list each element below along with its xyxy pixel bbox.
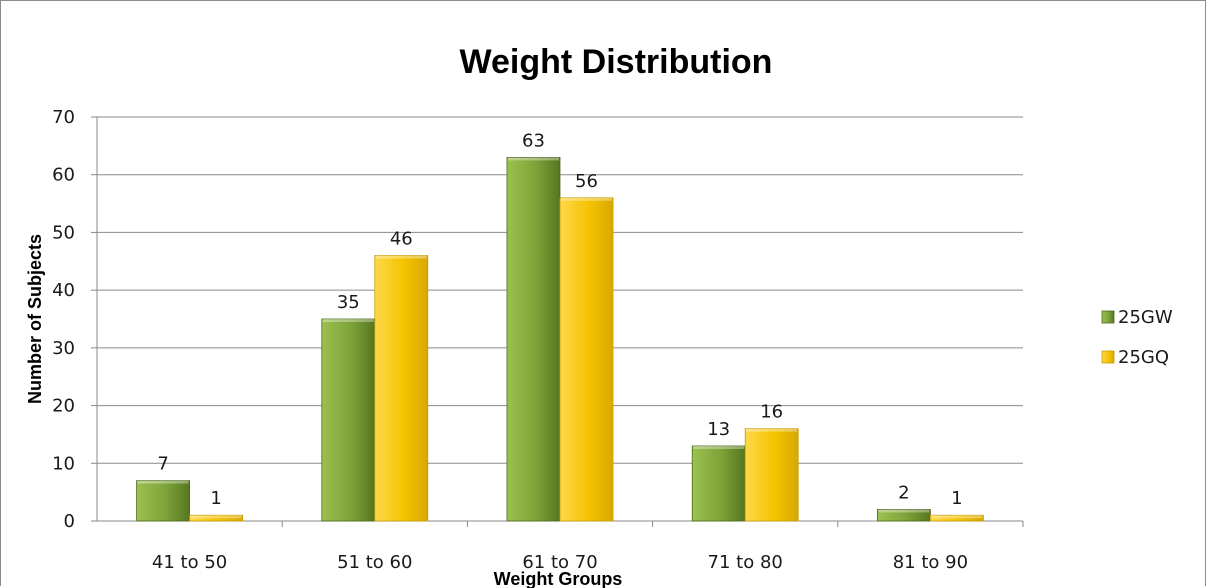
bar-body bbox=[321, 318, 376, 522]
bar-body bbox=[691, 445, 746, 522]
y-tick-label: 20 bbox=[52, 396, 75, 417]
data-label: 35 bbox=[337, 292, 360, 313]
bar-body bbox=[189, 514, 244, 522]
bar-highlight bbox=[931, 515, 983, 519]
bar-body bbox=[506, 156, 561, 522]
x-axis-title: Weight Groups bbox=[494, 569, 623, 588]
bar-highlight bbox=[561, 197, 612, 201]
bar-highlight bbox=[190, 515, 242, 519]
y-axis-title: Number of Subjects bbox=[25, 234, 45, 404]
bar-highlight bbox=[508, 157, 559, 161]
y-tick-label: 0 bbox=[64, 511, 75, 532]
bar-highlight bbox=[746, 428, 798, 432]
bar-highlight bbox=[322, 319, 374, 322]
x-tick-label: 41 to 50 bbox=[152, 552, 227, 573]
data-labels: 7 1 35 46 63 56 13 16 2 1 bbox=[157, 130, 962, 509]
x-tick-label: 51 to 60 bbox=[337, 552, 412, 573]
bar-25gq bbox=[744, 428, 799, 522]
chart-title: Weight Distribution bbox=[460, 43, 773, 81]
y-tick-label: 70 bbox=[52, 107, 75, 128]
bar-25gq bbox=[189, 514, 244, 522]
bar-highlight bbox=[375, 255, 427, 259]
bar-25gw bbox=[136, 480, 191, 522]
bar-25gq bbox=[930, 514, 984, 522]
bar-body bbox=[136, 480, 191, 522]
data-label: 1 bbox=[210, 488, 221, 509]
bar-25gw bbox=[506, 156, 561, 522]
data-label: 46 bbox=[390, 229, 413, 250]
bar-highlight bbox=[878, 509, 930, 513]
legend-swatch-25gw bbox=[1101, 310, 1115, 324]
data-label: 7 bbox=[157, 454, 168, 475]
data-label: 16 bbox=[760, 402, 783, 423]
bar-25gw bbox=[877, 509, 931, 522]
bars bbox=[136, 156, 984, 522]
bar-body bbox=[930, 514, 984, 522]
y-tick-label: 50 bbox=[52, 222, 75, 243]
bar-highlight bbox=[137, 480, 189, 484]
x-tick-label: 71 to 80 bbox=[708, 552, 783, 573]
x-tick-label: 61 to 70 bbox=[522, 552, 597, 573]
bar-body bbox=[374, 255, 429, 522]
data-label: 56 bbox=[575, 171, 598, 192]
bar-25gw bbox=[321, 318, 376, 522]
axes: 0 10 20 30 40 50 60 70 41 to 50 51 to 60 61 to 70 7… bbox=[52, 107, 1024, 573]
bar-body bbox=[559, 197, 614, 522]
data-label: 1 bbox=[951, 488, 962, 509]
bar-25gw bbox=[691, 445, 746, 522]
legend-swatch-25gq bbox=[1101, 350, 1115, 364]
data-label: 2 bbox=[898, 482, 909, 503]
bar-highlight bbox=[693, 445, 745, 449]
y-tick-label: 30 bbox=[52, 338, 75, 359]
y-tick-label: 10 bbox=[52, 453, 75, 474]
legend-label-25gw: 25GW bbox=[1118, 307, 1173, 328]
legend: 25GW 25GQ bbox=[1101, 307, 1173, 368]
x-tick-label: 81 to 90 bbox=[893, 552, 968, 573]
y-tick-label: 60 bbox=[52, 165, 75, 186]
bar-25gq bbox=[559, 197, 614, 522]
data-label: 13 bbox=[707, 419, 730, 440]
bar-body bbox=[744, 428, 799, 522]
y-tick-label: 40 bbox=[52, 280, 75, 301]
legend-label-25gq: 25GQ bbox=[1118, 347, 1169, 368]
data-label: 63 bbox=[522, 130, 545, 151]
bar-25gq bbox=[374, 255, 429, 522]
